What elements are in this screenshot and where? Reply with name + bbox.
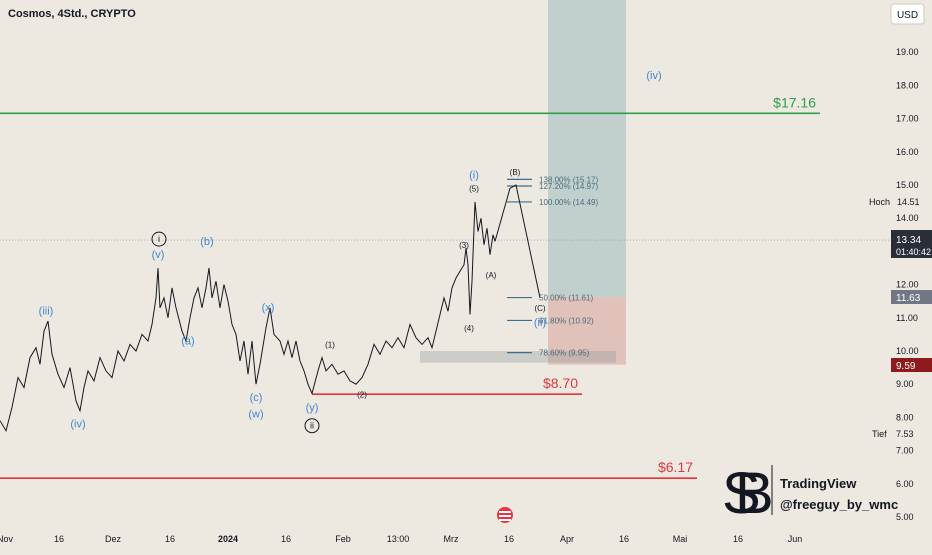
wave-label-9: (1) xyxy=(325,341,335,350)
x-tick-8: Mrz xyxy=(444,534,459,544)
fib-label-2: 100.00% (14.49) xyxy=(539,198,598,207)
wave-label-16: (B) xyxy=(510,168,521,177)
x-tick-12: Mai xyxy=(673,534,688,544)
stop-price-badge: 9.59 xyxy=(891,358,932,372)
profit-zone xyxy=(548,0,626,297)
tief-value: 7.53 xyxy=(896,429,914,439)
y-tick-12: 17.00 xyxy=(896,114,919,124)
countdown-value: 01:40:42 xyxy=(896,247,931,257)
wave-label-11: (3) xyxy=(459,241,469,250)
x-tick-6: Feb xyxy=(335,534,351,544)
x-tick-4: 2024 xyxy=(218,534,238,544)
fibonacci-levels: 138.00% (15.17)127.20% (14.97) 100.00% (1… xyxy=(507,175,598,358)
loss-zone xyxy=(548,296,626,365)
x-tick-14: Jun xyxy=(788,534,803,544)
wave-circle-1 xyxy=(304,418,320,434)
wave-label-0: (iii) xyxy=(39,305,54,317)
chart-title: Cosmos, 4Std., CRYPTO xyxy=(8,8,136,20)
wave-label-18: (ii) xyxy=(534,317,546,329)
y-tick-0: 5.00 xyxy=(896,512,914,522)
stop-price-value: 9.59 xyxy=(896,361,916,372)
target-price-badge: 11.63 xyxy=(891,290,932,304)
y-tick-6: 11.00 xyxy=(896,313,918,323)
projection-path xyxy=(494,184,541,299)
x-tick-10: Apr xyxy=(560,534,574,544)
price-series xyxy=(0,201,496,432)
wave-label-13: (5) xyxy=(469,185,479,194)
wave-label-4: (a) xyxy=(181,335,194,347)
level-label-0: $17.16 xyxy=(773,94,816,110)
y-tick-13: 18.00 xyxy=(896,80,919,90)
y-tick-4: 9.00 xyxy=(896,379,914,389)
svg-text:B: B xyxy=(735,461,774,526)
currency-button[interactable]: USD xyxy=(890,3,925,25)
wave-label-2: (v) xyxy=(152,249,165,261)
tief-marker: Tief 7.53 xyxy=(872,429,914,439)
x-tick-3: 16 xyxy=(165,534,175,544)
hoch-label: Hoch xyxy=(869,197,890,207)
entry-zone xyxy=(420,351,616,363)
wave-label-12: (4) xyxy=(464,324,474,333)
currency-label: USD xyxy=(897,10,918,21)
time-axis[interactable]: Nov 16 Dez 16 2024 16 Feb 13:00 Mrz 16 Apr 16 Mai 16 J… xyxy=(0,534,802,544)
y-tick-11: 16.00 xyxy=(896,147,919,157)
x-tick-11: 16 xyxy=(619,534,629,544)
fib-label-5: 78.60% (9.95) xyxy=(539,349,590,358)
current-price-badge: 13.34 01:40:42 xyxy=(891,230,932,258)
fib-label-0: 138.00% (15.17) xyxy=(539,175,598,184)
wave-label-7: (w) xyxy=(248,408,263,420)
y-tick-5: 10.00 xyxy=(896,346,919,356)
wave-label-17: (C) xyxy=(534,304,545,313)
current-price-value: 13.34 xyxy=(896,235,921,246)
wave-labels: (iii) (iv) (v) (b) (a) (x) (c) (w) (y) (1) (2) (3) (… xyxy=(39,70,662,434)
level-label-2: $6.17 xyxy=(658,459,693,475)
horizontal-levels: $17.16 $8.70 $6.17 xyxy=(0,94,891,479)
wave-label-15: (A) xyxy=(486,271,497,280)
wave-label-1: (iv) xyxy=(70,418,85,430)
y-tick-14: 19.00 xyxy=(896,47,919,57)
wave-circle-label-0: i xyxy=(158,234,160,244)
tief-label: Tief xyxy=(872,429,887,439)
y-tick-7: 12.00 xyxy=(896,280,919,290)
x-tick-13: 16 xyxy=(733,534,743,544)
wave-label-10: (2) xyxy=(357,390,367,399)
fib-label-1: 127.20% (14.97) xyxy=(539,182,598,191)
wave-label-3: (b) xyxy=(200,236,213,248)
svg-text:S: S xyxy=(722,461,761,526)
y-tick-10: 15.00 xyxy=(896,180,919,190)
y-tick-1: 6.00 xyxy=(896,479,914,489)
x-tick-1: 16 xyxy=(54,534,64,544)
wave-label-6: (c) xyxy=(250,392,263,404)
target-price-value: 11.63 xyxy=(896,293,921,304)
y-tick-3: 8.00 xyxy=(896,412,914,422)
long-position-zone[interactable] xyxy=(420,0,626,365)
y-tick-9: 14.00 xyxy=(896,213,919,223)
hoch-marker: Hoch 14.51 xyxy=(869,197,920,207)
watermark-name: TradingView xyxy=(780,476,857,491)
x-tick-7: 13:00 xyxy=(387,534,410,544)
y-tick-2: 7.00 xyxy=(896,446,914,456)
x-tick-9: 16 xyxy=(504,534,514,544)
x-tick-0: Nov xyxy=(0,534,13,544)
watermark-handle: @freeguy_by_wmc xyxy=(780,497,898,512)
fib-label-4: 61.80% (10.92) xyxy=(539,316,594,325)
watermark: S B TradingView @freeguy_by_wmc xyxy=(722,461,898,526)
hoch-value: 14.51 xyxy=(897,197,920,207)
wave-label-5: (x) xyxy=(262,302,275,314)
x-tick-5: 16 xyxy=(281,534,291,544)
fib-label-3: 50.00% (11.61) xyxy=(539,294,593,303)
x-tick-2: Dez xyxy=(105,534,122,544)
sb-logo-icon: S B xyxy=(722,461,774,526)
wave-label-14: (i) xyxy=(469,169,479,181)
economic-event-flag[interactable] xyxy=(497,507,513,523)
wave-circle-0 xyxy=(151,231,167,247)
level-label-1: $8.70 xyxy=(543,375,578,391)
wave-label-8: (y) xyxy=(306,402,319,414)
wave-label-19: (iv) xyxy=(646,70,661,82)
wave-circle-label-1: ii xyxy=(310,421,314,431)
price-axis[interactable]: 5.006.007.008.009.0010.0011.0012.0013.00… xyxy=(896,47,919,522)
